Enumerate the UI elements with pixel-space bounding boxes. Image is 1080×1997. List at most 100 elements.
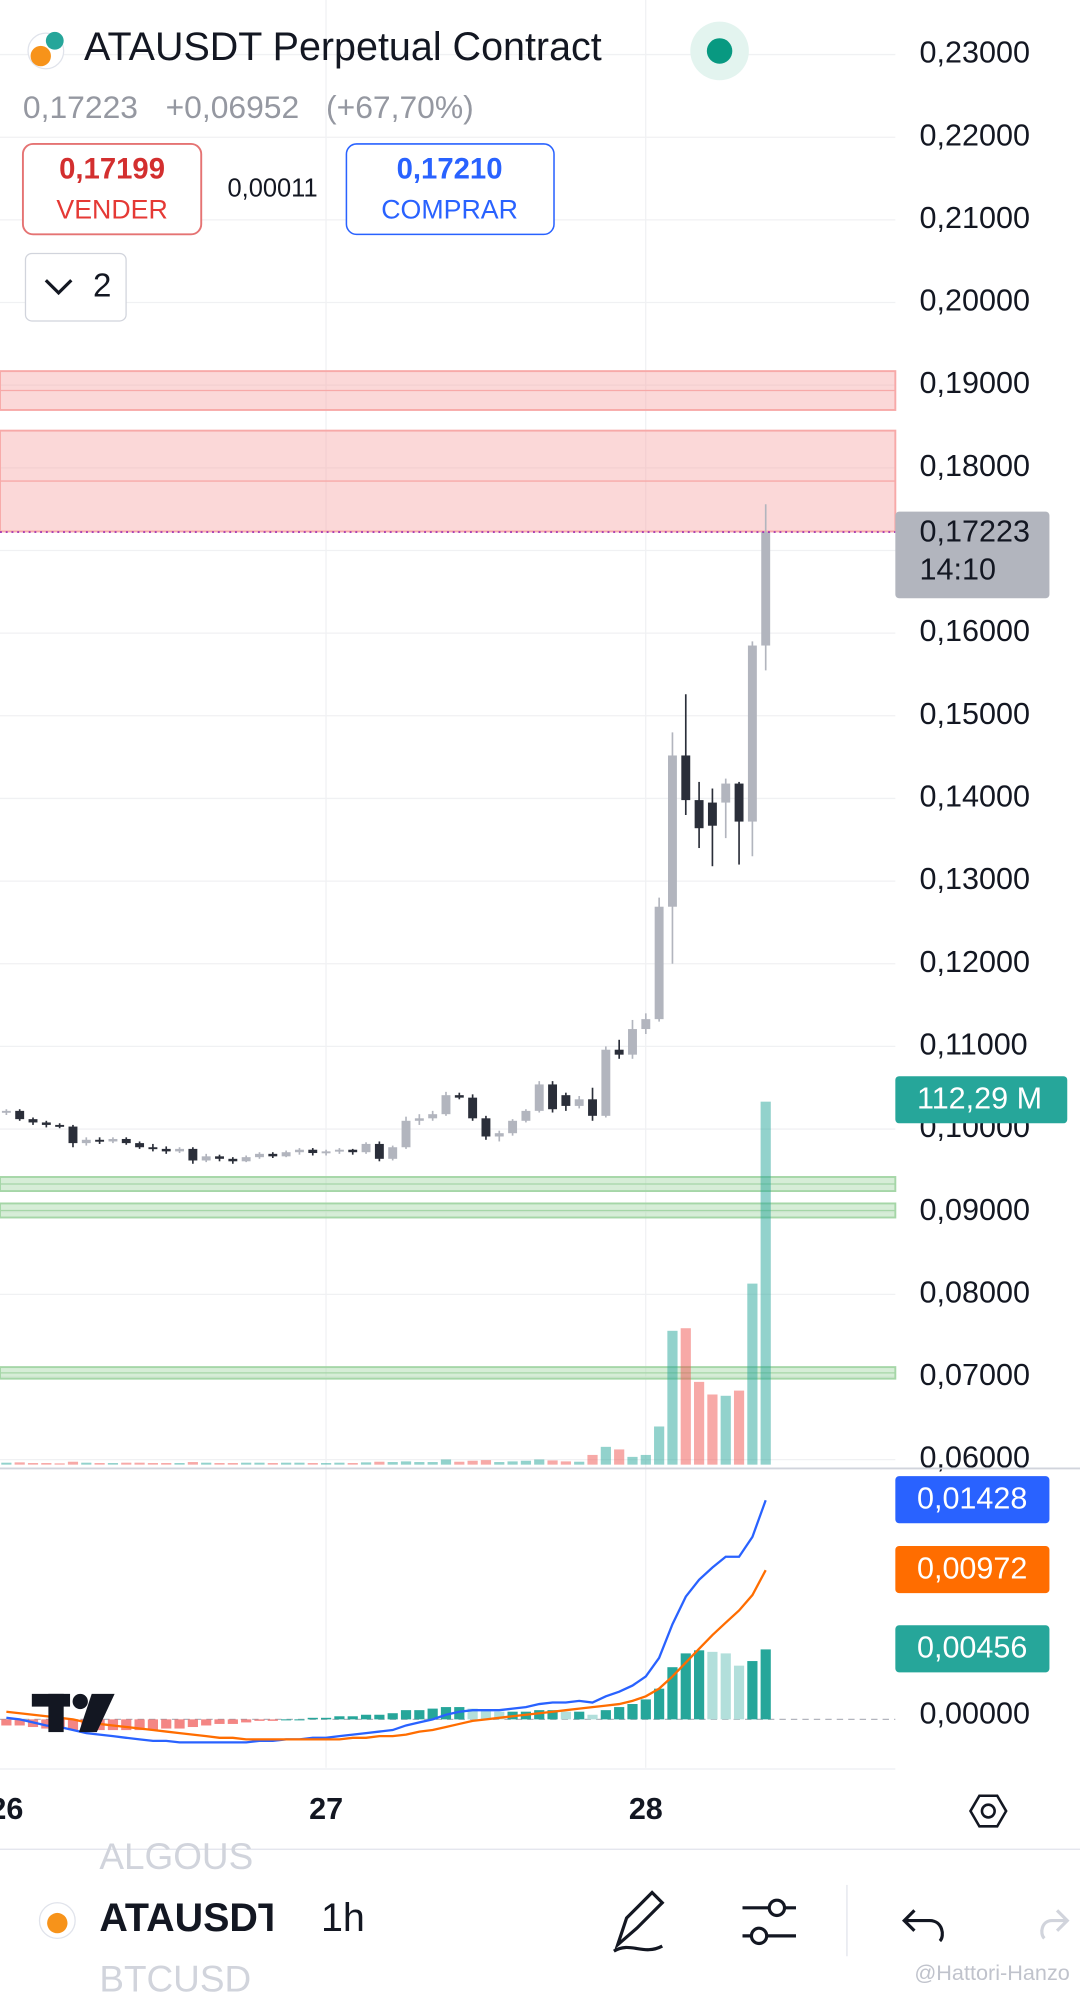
symbol-previous[interactable]: ALGOUS <box>99 1836 253 1877</box>
sell-button-frame[interactable] <box>21 142 203 236</box>
y-tick-label: 0,12000 <box>920 945 1030 979</box>
buy-price[interactable]: 0,17210 <box>397 152 503 185</box>
candle-body <box>15 1110 25 1120</box>
volume-bar <box>587 1454 598 1465</box>
candle-body <box>121 1138 131 1144</box>
candle-body <box>654 906 664 1020</box>
volume-bar <box>27 1463 39 1465</box>
candle-body <box>414 1118 424 1121</box>
volume-bar <box>600 1446 611 1465</box>
macd-histogram-bar <box>201 1719 212 1726</box>
indicators-toggle[interactable]: 2 <box>24 252 127 322</box>
interval[interactable]: 1h <box>321 1896 365 1940</box>
volume-bar <box>161 1463 172 1465</box>
volume-bar <box>267 1463 278 1465</box>
volume-bar <box>574 1461 585 1465</box>
macd-tag <box>895 1476 1050 1524</box>
symbol-icon <box>47 1912 68 1934</box>
candle-body <box>548 1084 558 1110</box>
tv-logo <box>31 1693 115 1733</box>
y-tick-label: 0,21000 <box>920 201 1030 235</box>
header: ATAUSDT Perpetual Contract 0,17223 +0,06… <box>21 21 749 322</box>
candle-body <box>321 1151 331 1154</box>
symbol-fade <box>272 1878 299 1968</box>
candle-body <box>561 1095 571 1106</box>
symbol-next[interactable]: BTCUSD <box>99 1958 251 1997</box>
sell-button[interactable]: 0,17199 VENDER <box>21 142 203 236</box>
macd-value-label: 0,00972 <box>917 1551 1027 1585</box>
symbol-logo <box>30 45 51 67</box>
candle-body <box>614 1049 624 1055</box>
macd-histogram-bar <box>294 1719 305 1721</box>
volume-bar <box>294 1462 305 1465</box>
volume-bar <box>680 1328 691 1465</box>
macd-histogram-bar <box>494 1711 505 1720</box>
macd-histogram-bar <box>1 1719 12 1726</box>
candle-body <box>628 1029 637 1055</box>
volume-bar <box>214 1463 225 1465</box>
candle-body <box>81 1139 91 1144</box>
macd-histogram-bar <box>267 1719 278 1721</box>
macd-histogram-bar <box>560 1711 571 1720</box>
candle-body <box>401 1120 411 1148</box>
candle-body <box>308 1149 318 1154</box>
macd-histogram-bar <box>41 1719 52 1729</box>
x-tick-label: 26 <box>0 1792 23 1826</box>
candle-body <box>215 1156 224 1159</box>
macd-histogram-bar <box>667 1667 678 1720</box>
volume-bar <box>347 1463 358 1465</box>
indicators-count[interactable]: 2 <box>93 268 111 305</box>
volume-bar <box>147 1463 159 1465</box>
volume-bar <box>454 1461 465 1465</box>
volume-bar <box>307 1463 318 1465</box>
volume-bar <box>534 1459 545 1465</box>
macd-histogram-bar <box>614 1707 625 1720</box>
y-tick-label: 0,06000 <box>920 1441 1030 1475</box>
symbol[interactable]: ATAUSDT <box>99 1896 282 1940</box>
macd-histogram-bar <box>187 1719 198 1728</box>
buy-button-frame[interactable] <box>345 143 555 236</box>
candle-body <box>1 1110 11 1113</box>
buy-button[interactable]: 0,17210 COMPRAR <box>345 143 555 236</box>
buy-label[interactable]: COMPRAR <box>381 194 518 224</box>
candle-body <box>95 1139 105 1142</box>
draw-icon[interactable] <box>613 1890 665 1953</box>
candle-body <box>494 1133 504 1137</box>
y-tick-label: 0,14000 <box>920 780 1030 814</box>
volume-bar <box>480 1460 492 1465</box>
macd-histogram-bar <box>14 1719 25 1726</box>
volume-bar <box>187 1462 198 1465</box>
sell-price[interactable]: 0,17199 <box>59 152 165 185</box>
y-tick-label: 0,18000 <box>920 449 1030 483</box>
status-dot <box>706 38 733 64</box>
volume-bar <box>81 1462 92 1465</box>
candle-body <box>441 1095 451 1115</box>
candle-body <box>255 1153 264 1158</box>
candle-body <box>681 755 691 801</box>
candle-body <box>161 1148 171 1152</box>
macd-histogram-bar <box>334 1716 345 1720</box>
redo-icon[interactable] <box>1040 1909 1070 1940</box>
logo-part <box>78 1693 115 1733</box>
macd-histogram-bar <box>227 1719 238 1724</box>
indicators-icon[interactable] <box>742 1898 796 1946</box>
toggle-frame[interactable] <box>24 252 127 322</box>
volume-bar <box>14 1462 25 1465</box>
sell-label[interactable]: VENDER <box>56 194 167 224</box>
undo-icon[interactable] <box>901 1909 944 1943</box>
settings-icon[interactable] <box>968 1794 1008 1828</box>
candle-body <box>761 532 771 646</box>
candle-body <box>294 1149 304 1153</box>
volume-bar <box>440 1459 452 1465</box>
candle-body <box>268 1153 278 1157</box>
macd-histogram-bar <box>480 1710 492 1720</box>
macd-histogram-bar <box>360 1714 372 1720</box>
volume-bar <box>134 1462 145 1465</box>
countdown: 14:10 <box>920 553 996 587</box>
macd-histogram-bar <box>67 1719 79 1731</box>
price-change-percent: (+67,70%) <box>326 89 474 125</box>
volume-bar <box>654 1426 665 1465</box>
volume-bar <box>414 1462 425 1465</box>
candle-body <box>641 1019 651 1030</box>
